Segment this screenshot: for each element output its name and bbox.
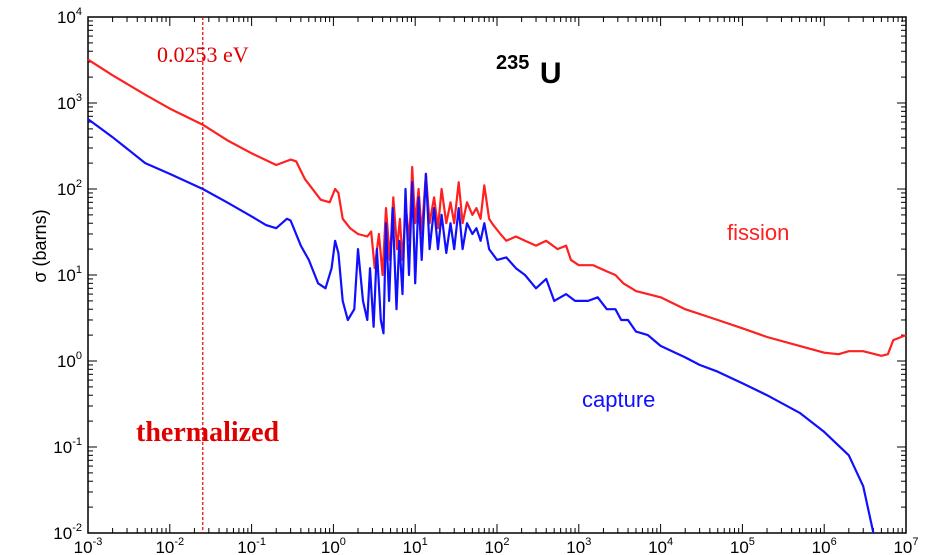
y-tick-label: 103 bbox=[57, 92, 82, 113]
x-tick-label: 10-2 bbox=[155, 536, 184, 555]
y-tick-label: 100 bbox=[57, 350, 82, 371]
isotope-title: 235 U bbox=[496, 52, 562, 90]
x-tick-label: 10-1 bbox=[237, 536, 266, 555]
series-label-capture: capture bbox=[582, 387, 655, 412]
x-tick-label: 106 bbox=[812, 536, 837, 555]
series-label-fission: fission bbox=[727, 220, 789, 245]
series-line-capture bbox=[87, 118, 875, 534]
x-tick-label: 107 bbox=[893, 536, 918, 555]
axis-ticks bbox=[87, 16, 907, 534]
thermal-energy-label: 0.0253 eV bbox=[157, 42, 249, 67]
y-tick-label: 101 bbox=[57, 264, 82, 285]
x-tick-label: 105 bbox=[730, 536, 755, 555]
isotope-element: U bbox=[540, 57, 562, 90]
y-axis-label: σ (barns) bbox=[30, 209, 50, 282]
y-tick-label: 10-1 bbox=[53, 436, 82, 457]
plot-frame bbox=[87, 16, 907, 534]
thermalized-annotation: thermalized bbox=[136, 417, 279, 448]
y-tick-label: 104 bbox=[57, 6, 82, 27]
x-tick-label: 104 bbox=[648, 536, 673, 555]
y-tick-label: 10-2 bbox=[53, 522, 82, 543]
isotope-mass-number: 235 bbox=[496, 52, 529, 74]
series-line-fission bbox=[87, 58, 907, 357]
x-tick-labels: 10-3 10-2 10-1 100 101 102 103 104 105 106 107 bbox=[74, 536, 919, 555]
series-lines bbox=[87, 58, 907, 534]
x-tick-label: 103 bbox=[566, 536, 591, 555]
x-tick-label: 101 bbox=[403, 536, 428, 555]
y-tick-label: 102 bbox=[57, 178, 82, 199]
x-tick-label: 10-3 bbox=[74, 536, 103, 555]
x-tick-label: 102 bbox=[484, 536, 509, 555]
y-tick-labels: 10-2 10-1 100 101 102 103 104 bbox=[53, 6, 82, 543]
x-tick-label: 100 bbox=[321, 536, 346, 555]
